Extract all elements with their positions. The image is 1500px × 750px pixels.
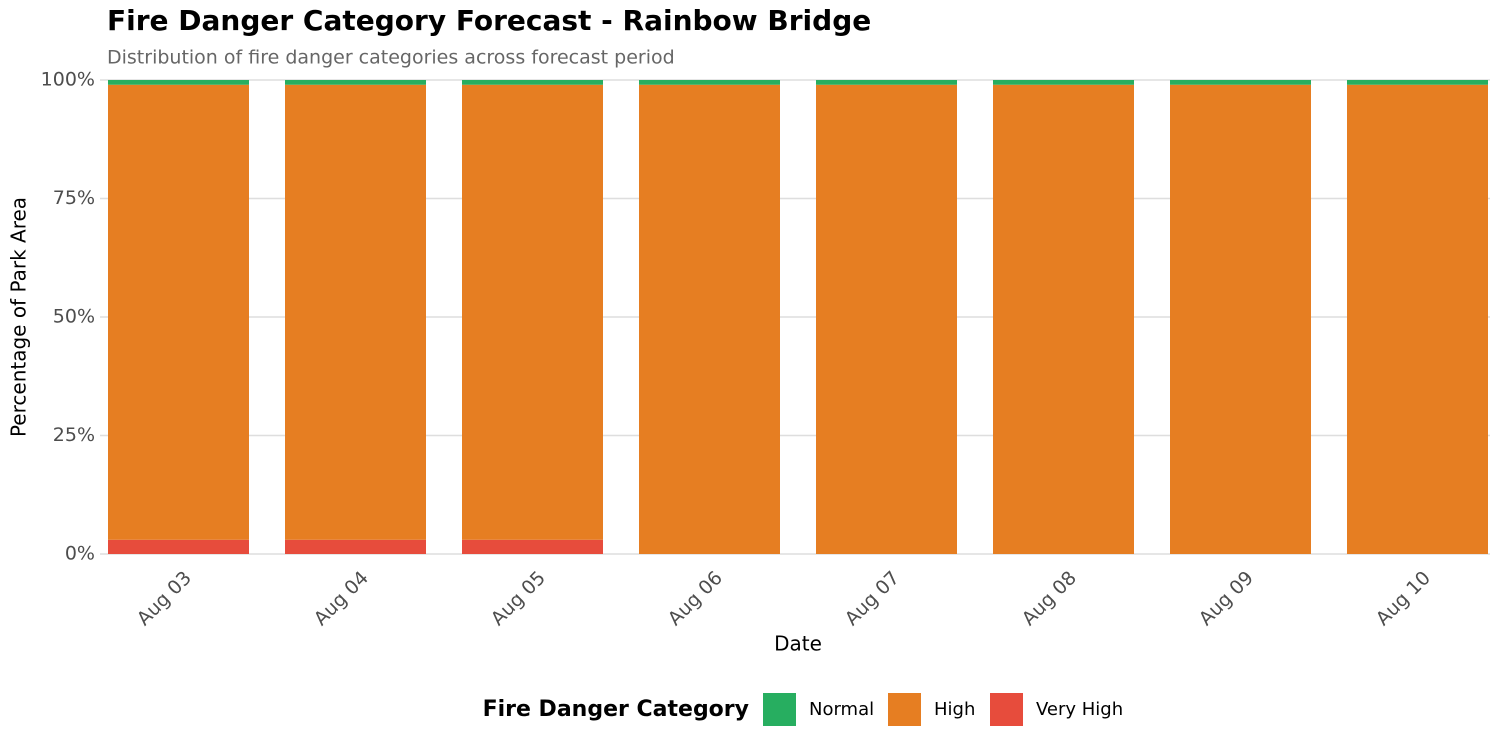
bar-segment	[1347, 80, 1488, 85]
bar-segment	[285, 84, 426, 540]
bar-segment	[993, 84, 1134, 555]
bar-segment	[108, 80, 249, 85]
legend-key	[888, 693, 921, 726]
y-tick-label: 100%	[41, 69, 95, 91]
chart-title: Fire Danger Category Forecast - Rainbow …	[107, 4, 871, 37]
bar-segment	[816, 80, 957, 85]
x-tick-label: Aug 09	[1195, 567, 1258, 630]
x-tick-label: Aug 03	[133, 567, 196, 630]
bar-segment	[816, 84, 957, 555]
y-tick-label: 50%	[53, 306, 95, 328]
bar-segment	[993, 80, 1134, 85]
bar-segment	[285, 80, 426, 85]
legend-key	[763, 693, 796, 726]
x-tick-label: Aug 05	[487, 567, 550, 630]
x-tick-label: Aug 04	[310, 567, 373, 630]
legend-label: Very High	[1036, 699, 1123, 720]
legend-label: Normal	[809, 699, 874, 720]
bar-segment	[108, 539, 249, 554]
chart-subtitle: Distribution of fire danger categories a…	[107, 47, 675, 69]
bar-segment	[1170, 84, 1311, 555]
legend-key	[990, 693, 1023, 726]
bar-segment	[462, 80, 603, 85]
bar-segment	[285, 539, 426, 554]
legend-title: Fire Danger Category	[483, 697, 749, 722]
bar-segment	[108, 84, 249, 540]
x-axis-title: Date	[774, 632, 822, 656]
y-axis-title: Percentage of Park Area	[7, 197, 31, 437]
x-tick-label: Aug 06	[664, 567, 727, 630]
x-tick-label: Aug 10	[1372, 567, 1435, 630]
x-tick-label: Aug 08	[1018, 567, 1081, 630]
y-tick-label: 0%	[65, 543, 95, 565]
bar-segment	[462, 84, 603, 540]
legend-label: High	[934, 699, 975, 720]
x-tick-label: Aug 07	[841, 567, 904, 630]
bar-segment	[462, 539, 603, 554]
bar-segment	[639, 84, 780, 555]
bar-segment	[1347, 84, 1488, 555]
bar-segment	[1170, 80, 1311, 85]
y-tick-label: 75%	[53, 187, 95, 209]
bar-segment	[639, 80, 780, 85]
y-tick-label: 25%	[53, 424, 95, 446]
